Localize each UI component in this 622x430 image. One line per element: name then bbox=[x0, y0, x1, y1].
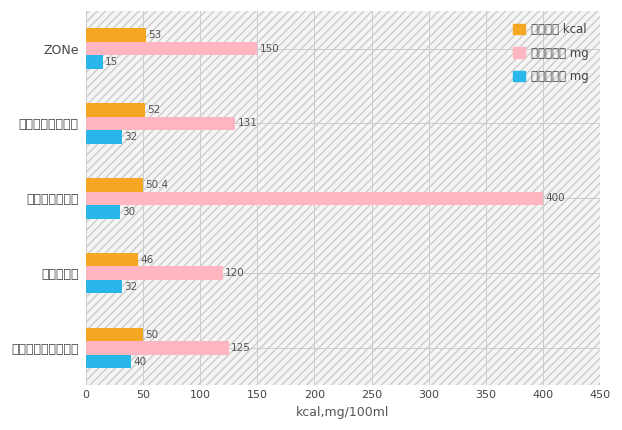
Bar bbox=[86, 130, 122, 144]
Bar bbox=[86, 42, 257, 55]
Text: 30: 30 bbox=[122, 207, 136, 217]
Text: 40: 40 bbox=[134, 356, 147, 366]
Bar bbox=[86, 103, 145, 117]
Bar bbox=[86, 55, 103, 69]
Bar bbox=[86, 280, 122, 293]
Bar bbox=[86, 28, 146, 42]
Text: 32: 32 bbox=[124, 282, 137, 292]
Text: 53: 53 bbox=[149, 30, 162, 40]
Bar bbox=[86, 355, 131, 368]
Text: 50: 50 bbox=[145, 329, 158, 340]
Bar bbox=[86, 117, 235, 130]
Text: 52: 52 bbox=[147, 105, 160, 115]
Text: 46: 46 bbox=[141, 255, 154, 265]
Bar bbox=[86, 205, 120, 218]
X-axis label: kcal,mg/100ml: kcal,mg/100ml bbox=[296, 406, 389, 419]
Text: 125: 125 bbox=[231, 343, 251, 353]
Legend: カロリー kcal, アルギニン mg, カフェイン mg: カロリー kcal, アルギニン mg, カフェイン mg bbox=[507, 17, 595, 89]
Text: 50.4: 50.4 bbox=[146, 180, 169, 190]
Text: 15: 15 bbox=[105, 57, 118, 67]
Bar bbox=[86, 328, 143, 341]
Text: 120: 120 bbox=[225, 268, 245, 278]
Text: 32: 32 bbox=[124, 132, 137, 142]
Text: 131: 131 bbox=[238, 118, 258, 129]
Text: 150: 150 bbox=[259, 43, 279, 54]
Bar bbox=[86, 178, 143, 191]
Bar bbox=[86, 253, 138, 267]
Text: 400: 400 bbox=[545, 194, 565, 203]
Bar bbox=[86, 341, 228, 355]
Bar bbox=[86, 191, 543, 205]
Bar bbox=[86, 267, 223, 280]
